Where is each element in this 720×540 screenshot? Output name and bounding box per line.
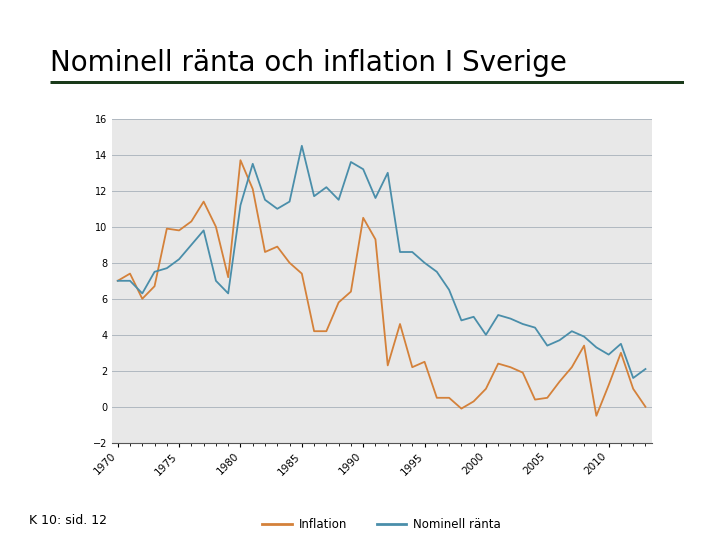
Legend: Inflation, Nominell ränta: Inflation, Nominell ränta: [258, 514, 505, 536]
Text: Nominell ränta och inflation I Sverige: Nominell ränta och inflation I Sverige: [50, 49, 567, 77]
Text: K 10: sid. 12: K 10: sid. 12: [29, 514, 107, 526]
